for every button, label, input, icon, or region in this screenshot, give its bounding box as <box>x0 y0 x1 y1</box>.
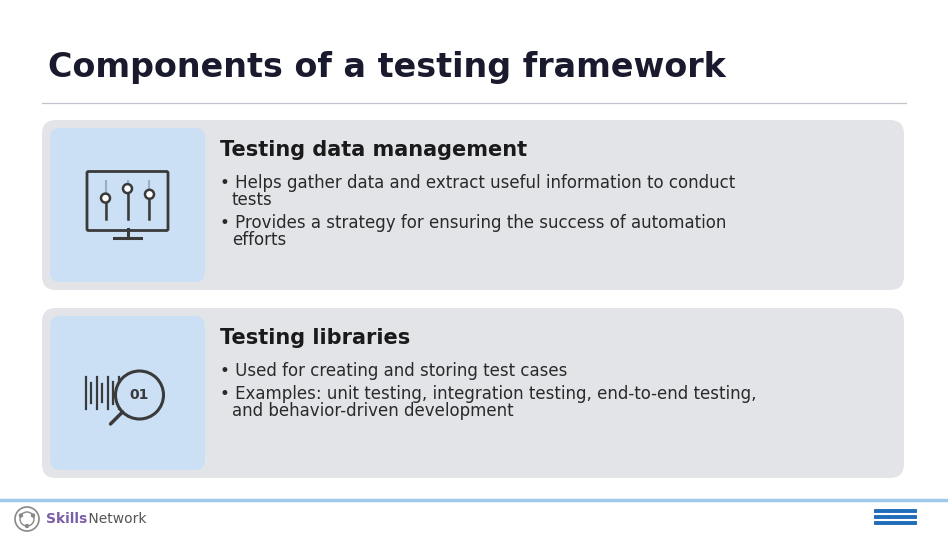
Text: • Provides a strategy for ensuring the success of automation: • Provides a strategy for ensuring the s… <box>220 214 726 232</box>
Text: and behavior-driven development: and behavior-driven development <box>232 402 514 420</box>
Circle shape <box>145 190 154 199</box>
Circle shape <box>31 514 34 517</box>
FancyBboxPatch shape <box>50 316 205 470</box>
Text: efforts: efforts <box>232 231 286 249</box>
FancyBboxPatch shape <box>42 308 904 478</box>
Text: Testing libraries: Testing libraries <box>220 328 410 348</box>
Text: • Used for creating and storing test cases: • Used for creating and storing test cas… <box>220 362 567 380</box>
Text: Components of a testing framework: Components of a testing framework <box>48 52 726 85</box>
Circle shape <box>101 194 110 203</box>
Text: Skills: Skills <box>46 512 87 526</box>
Text: tests: tests <box>232 191 273 209</box>
Circle shape <box>20 514 23 517</box>
Text: • Examples: unit testing, integration testing, end-to-end testing,: • Examples: unit testing, integration te… <box>220 385 757 403</box>
Text: Network: Network <box>84 512 147 526</box>
Text: Testing data management: Testing data management <box>220 140 527 160</box>
Text: 01: 01 <box>130 388 149 402</box>
FancyBboxPatch shape <box>42 120 904 290</box>
FancyBboxPatch shape <box>50 128 205 282</box>
Circle shape <box>26 524 28 528</box>
Circle shape <box>123 184 132 193</box>
Circle shape <box>116 371 163 419</box>
Text: • Helps gather data and extract useful information to conduct: • Helps gather data and extract useful i… <box>220 174 736 192</box>
